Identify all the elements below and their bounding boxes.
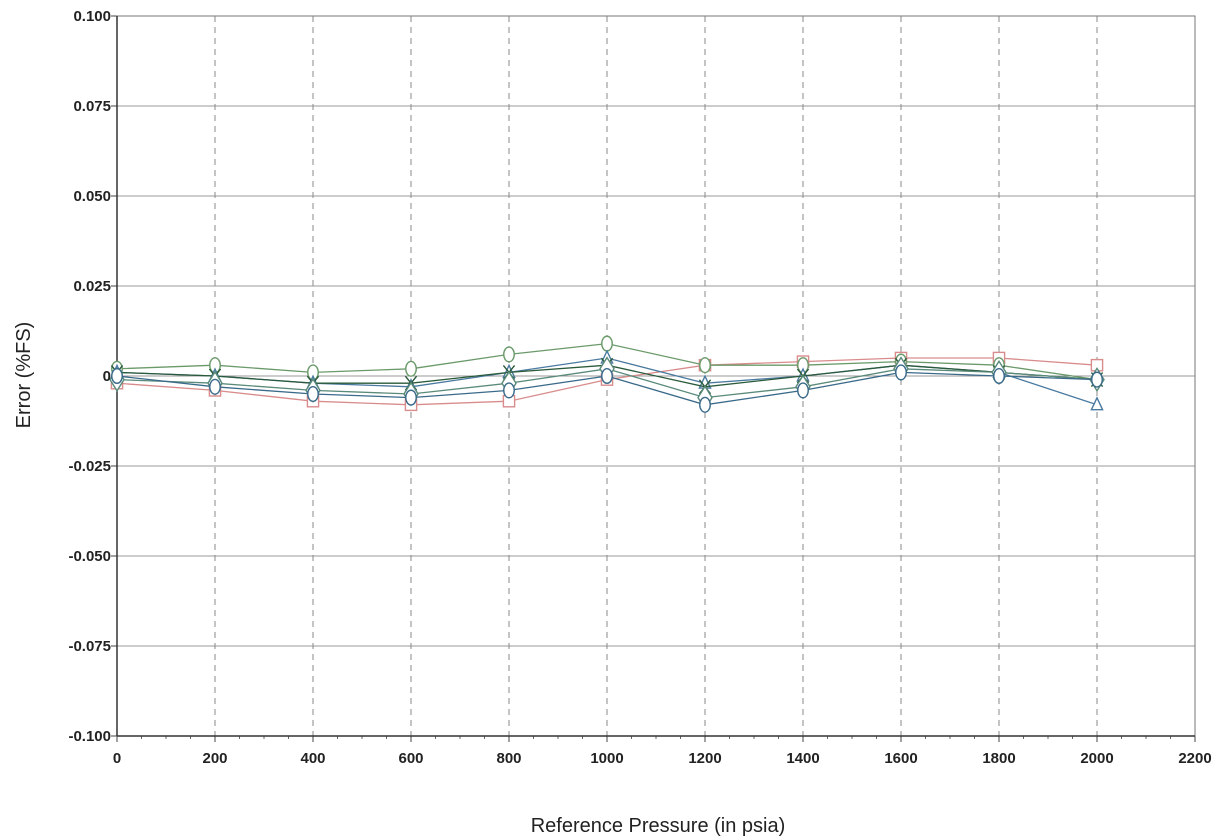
y-tick-label: -0.025 xyxy=(68,458,111,475)
data-point xyxy=(307,385,319,403)
data-point xyxy=(503,382,515,399)
data-point xyxy=(797,382,809,399)
x-tick-label: 1000 xyxy=(590,750,623,767)
data-point xyxy=(699,357,711,374)
x-tick-label: 600 xyxy=(398,750,423,767)
x-tick-label: 1600 xyxy=(884,750,917,767)
data-point xyxy=(895,364,907,381)
data-point xyxy=(405,389,417,406)
y-tick-label: 0.075 xyxy=(73,98,111,115)
x-axis-title: Reference Pressure (in psia) xyxy=(531,815,786,837)
y-axis-title: Error (%FS) xyxy=(13,322,35,429)
y-tick-label: 0.050 xyxy=(73,188,111,205)
y-tick-label: 0.025 xyxy=(73,278,111,295)
x-tick-label: 200 xyxy=(202,750,227,767)
data-point xyxy=(111,367,123,385)
x-tick-label: 2000 xyxy=(1080,750,1113,767)
x-tick-label: 0 xyxy=(113,750,121,767)
data-point xyxy=(405,360,417,377)
x-tick-label: 800 xyxy=(496,750,521,767)
x-tick-label: 1800 xyxy=(982,750,1015,767)
x-tick-label: 400 xyxy=(300,750,325,767)
data-point xyxy=(1090,396,1104,411)
series xyxy=(109,335,1105,413)
series-6 xyxy=(111,364,1103,413)
y-tick-label: 0 xyxy=(103,368,111,385)
data-point xyxy=(601,367,613,385)
y-tick-label: -0.075 xyxy=(68,638,111,655)
data-point xyxy=(503,346,515,363)
x-tick-label: 2200 xyxy=(1178,750,1211,767)
x-tick-label: 1200 xyxy=(688,750,721,767)
tick-labels: 0.100 0.075 0.050 0.025 0 -0.025 -0.050 -0.075 -… xyxy=(68,8,1211,767)
data-point xyxy=(1091,371,1103,388)
data-point xyxy=(601,335,613,352)
data-point xyxy=(993,367,1005,385)
y-tick-label: 0.100 xyxy=(73,8,111,25)
x-tick-label: 1400 xyxy=(786,750,819,767)
y-tick-label: -0.100 xyxy=(68,728,111,745)
data-point xyxy=(209,378,221,395)
y-tick-label: -0.050 xyxy=(68,548,111,565)
axes xyxy=(111,15,1196,742)
data-point xyxy=(699,396,711,413)
